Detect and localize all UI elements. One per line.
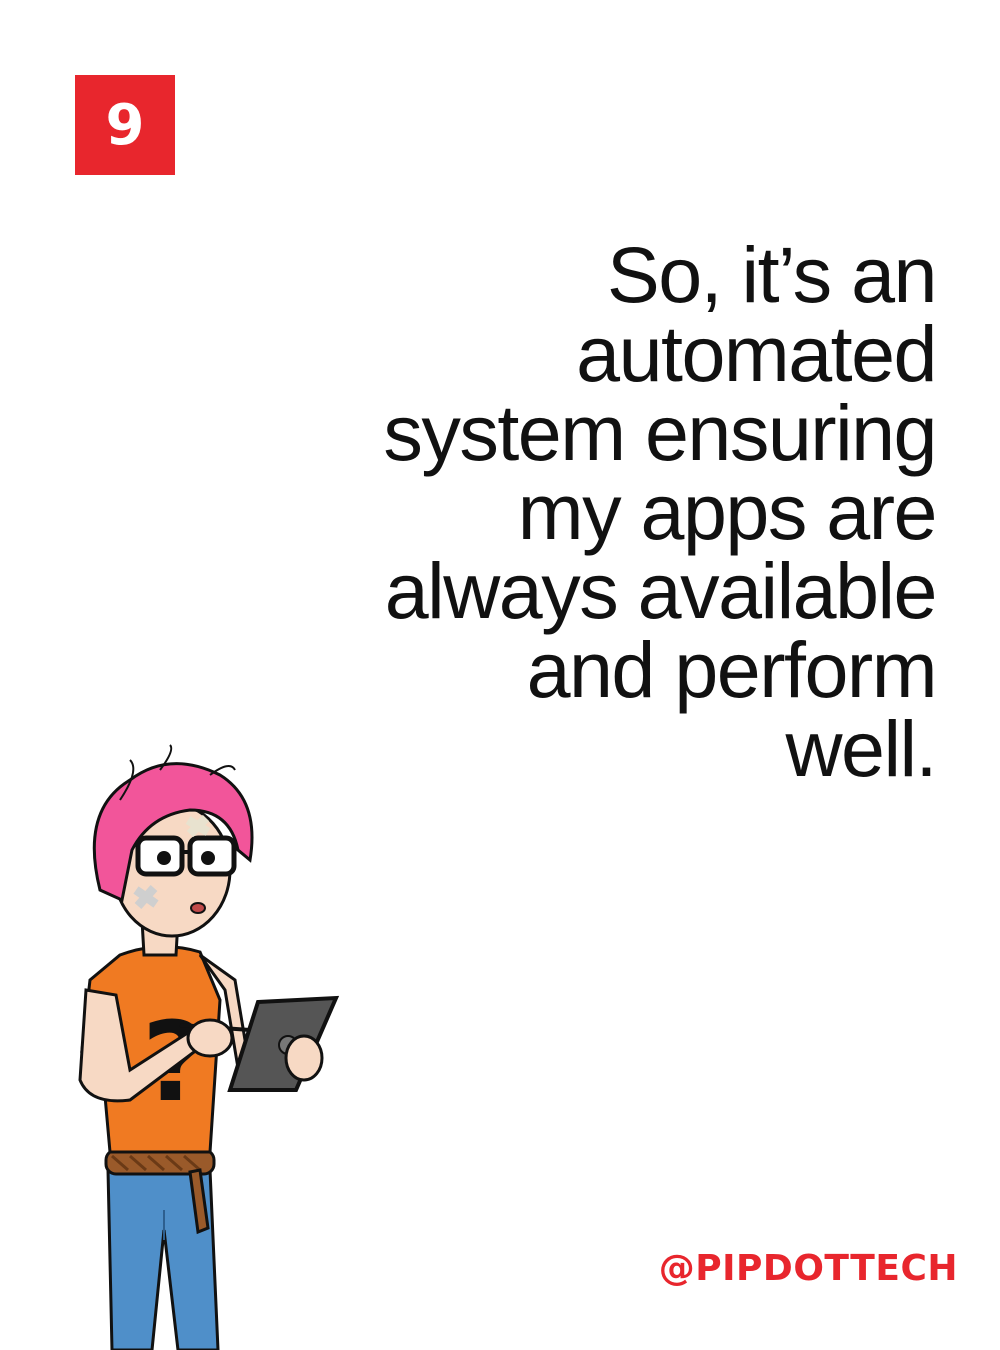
character-illustration: ? bbox=[78, 744, 340, 1350]
quote-line: always available bbox=[384, 546, 938, 635]
quote-text: So, it’s an automated system ensuring my… bbox=[296, 230, 938, 793]
quote-line: system ensuring bbox=[383, 388, 937, 477]
quote-line: So, it’s an bbox=[607, 230, 937, 319]
quote-line: automated bbox=[576, 309, 937, 398]
quote-line: my apps are bbox=[517, 467, 938, 556]
quote-line: well. bbox=[785, 704, 937, 793]
page-number: 9 bbox=[105, 92, 145, 158]
page-number-badge: 9 bbox=[75, 75, 175, 175]
social-handle: @PIPDOTTECH bbox=[658, 1248, 958, 1289]
quote-line: and perform bbox=[526, 625, 938, 714]
